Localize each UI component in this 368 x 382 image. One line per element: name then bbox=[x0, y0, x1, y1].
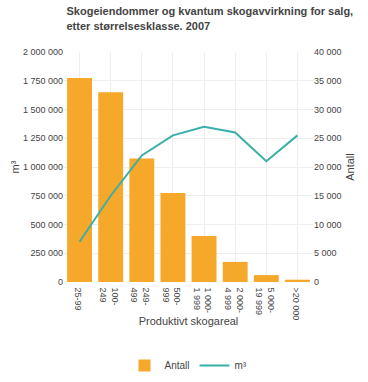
svg-text:100-249: 100-249 bbox=[98, 288, 120, 306]
svg-text:15 000: 15 000 bbox=[314, 191, 342, 201]
svg-text:500-999: 500-999 bbox=[161, 288, 183, 306]
svg-text:1 750 000: 1 750 000 bbox=[23, 76, 63, 86]
svg-text:1 000 000: 1 000 000 bbox=[23, 162, 63, 172]
svg-text:250 000: 250 000 bbox=[30, 248, 63, 258]
svg-text:5 000: 5 000 bbox=[314, 248, 337, 258]
svg-text:40 000: 40 000 bbox=[314, 47, 342, 57]
svg-text:1 000-1 999: 1 000-1 999 bbox=[192, 288, 214, 314]
svg-text:25 000: 25 000 bbox=[314, 133, 342, 143]
svg-text:10 000: 10 000 bbox=[314, 220, 342, 230]
svg-text:0: 0 bbox=[58, 277, 63, 287]
svg-text:Antall: Antall bbox=[344, 153, 356, 181]
svg-text:750 000: 750 000 bbox=[30, 191, 63, 201]
svg-text:25-99: 25-99 bbox=[73, 288, 83, 311]
svg-text:m³: m³ bbox=[235, 360, 247, 371]
svg-text:20 000: 20 000 bbox=[314, 162, 342, 172]
svg-text:2 000 000: 2 000 000 bbox=[23, 47, 63, 57]
svg-text:Antall: Antall bbox=[165, 360, 190, 371]
svg-text:5 000-19 999: 5 000-19 999 bbox=[254, 288, 276, 316]
svg-text:Produktivt skogareal: Produktivt skogareal bbox=[139, 315, 239, 327]
svg-text:Skogeiendommer og kvantum skog: Skogeiendommer og kvantum skogavvirkning… bbox=[66, 5, 353, 31]
svg-text:1 500 000: 1 500 000 bbox=[23, 105, 63, 115]
svg-text:35 000: 35 000 bbox=[314, 76, 342, 86]
svg-text:500 000: 500 000 bbox=[30, 220, 63, 230]
svg-text:>20 000: >20 000 bbox=[291, 288, 301, 321]
svg-text:249-499: 249-499 bbox=[129, 288, 151, 306]
svg-text:m³: m³ bbox=[9, 160, 21, 173]
svg-text:30 000: 30 000 bbox=[314, 105, 342, 115]
svg-text:0: 0 bbox=[314, 277, 319, 287]
svg-text:1 250 000: 1 250 000 bbox=[23, 133, 63, 143]
svg-text:2 000-4 999: 2 000-4 999 bbox=[223, 288, 245, 314]
